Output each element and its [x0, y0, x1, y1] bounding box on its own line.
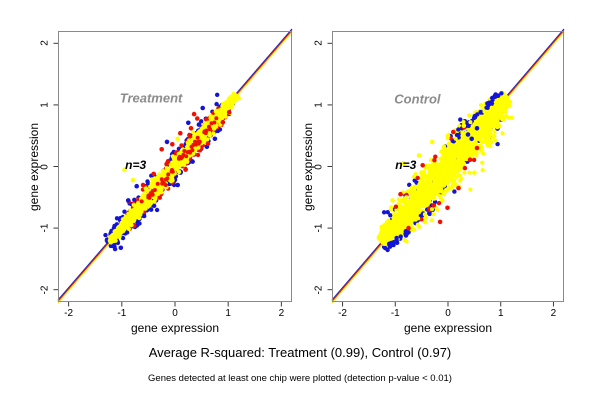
tick-marks — [327, 42, 554, 307]
x-tick-label: 1 — [225, 308, 231, 319]
y-tick-label: -2 — [313, 285, 325, 295]
scatter-plot-treatment — [53, 28, 293, 307]
y-axis-label: gene expression — [301, 122, 315, 211]
panel-treatment: -2 -1 0 1 2 -2 -1 0 1 2 gene expression gene expres… — [27, 28, 293, 335]
panel-title: Control — [394, 91, 441, 107]
outliers-red — [140, 110, 232, 188]
x-axis-label: gene expression — [403, 321, 493, 335]
y-tick-label: 0 — [313, 163, 325, 170]
n-annotation: n=3 — [395, 158, 417, 173]
x-tick-label: -1 — [117, 308, 127, 319]
outliers-red — [398, 129, 480, 231]
y-tick-label: -2 — [39, 285, 51, 295]
x-tick-label: 2 — [278, 308, 285, 319]
plot-frame — [58, 31, 292, 302]
y-tick-label: 2 — [39, 40, 51, 47]
y-tick-label: 0 — [39, 163, 51, 170]
caption-r-squared: Average R-squared: Treatment (0.99), Con… — [148, 345, 452, 360]
caption-footnote: Genes detected at least one chip were pl… — [148, 373, 452, 384]
x-axis-label: gene expression — [130, 321, 220, 335]
y-axis-label: gene expression — [27, 122, 41, 211]
x-tick-label: 0 — [445, 308, 451, 319]
y-tick-label: -1 — [39, 223, 51, 233]
x-tick-label: 2 — [550, 308, 557, 319]
cloud-red-streak — [139, 116, 219, 204]
x-tick-label: -2 — [64, 308, 74, 319]
x-tick-label: 1 — [497, 308, 504, 319]
plot-frame — [332, 31, 564, 302]
scatter-plot-control — [327, 28, 565, 307]
y-tick-label: 1 — [313, 102, 325, 108]
outliers-blue — [118, 105, 218, 251]
y-tick-label: 2 — [313, 40, 325, 47]
panel-control: -2 -1 0 1 2 -2 -1 0 1 2 gene expression gene expres… — [301, 28, 565, 335]
x-tick-label: -2 — [338, 308, 347, 319]
outliers-blue — [387, 93, 501, 249]
n-annotation: n=3 — [125, 158, 147, 173]
y-tick-label: -1 — [313, 223, 325, 233]
x-tick-label: -1 — [390, 308, 400, 319]
y-tick-label: 1 — [39, 102, 51, 108]
outliers-yellow — [122, 136, 180, 183]
tick-marks — [53, 42, 282, 307]
panel-title: Treatment — [119, 90, 183, 106]
x-tick-label: 0 — [172, 308, 178, 319]
outliers-yellow — [390, 123, 490, 203]
